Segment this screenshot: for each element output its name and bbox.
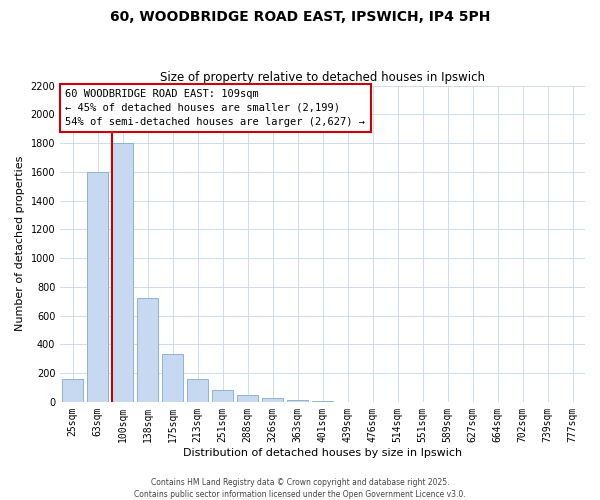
- Bar: [287, 400, 308, 402]
- Bar: [137, 298, 158, 402]
- X-axis label: Distribution of detached houses by size in Ipswich: Distribution of detached houses by size …: [183, 448, 462, 458]
- Y-axis label: Number of detached properties: Number of detached properties: [15, 156, 25, 332]
- Text: Contains HM Land Registry data © Crown copyright and database right 2025.
Contai: Contains HM Land Registry data © Crown c…: [134, 478, 466, 499]
- Bar: [262, 398, 283, 402]
- Bar: [162, 354, 183, 402]
- Bar: [212, 390, 233, 402]
- Title: Size of property relative to detached houses in Ipswich: Size of property relative to detached ho…: [160, 72, 485, 85]
- Text: 60 WOODBRIDGE ROAD EAST: 109sqm
← 45% of detached houses are smaller (2,199)
54%: 60 WOODBRIDGE ROAD EAST: 109sqm ← 45% of…: [65, 89, 365, 127]
- Bar: [62, 379, 83, 402]
- Bar: [312, 401, 333, 402]
- Bar: [87, 172, 108, 402]
- Bar: [187, 379, 208, 402]
- Bar: [237, 396, 258, 402]
- Bar: [112, 143, 133, 402]
- Text: 60, WOODBRIDGE ROAD EAST, IPSWICH, IP4 5PH: 60, WOODBRIDGE ROAD EAST, IPSWICH, IP4 5…: [110, 10, 490, 24]
